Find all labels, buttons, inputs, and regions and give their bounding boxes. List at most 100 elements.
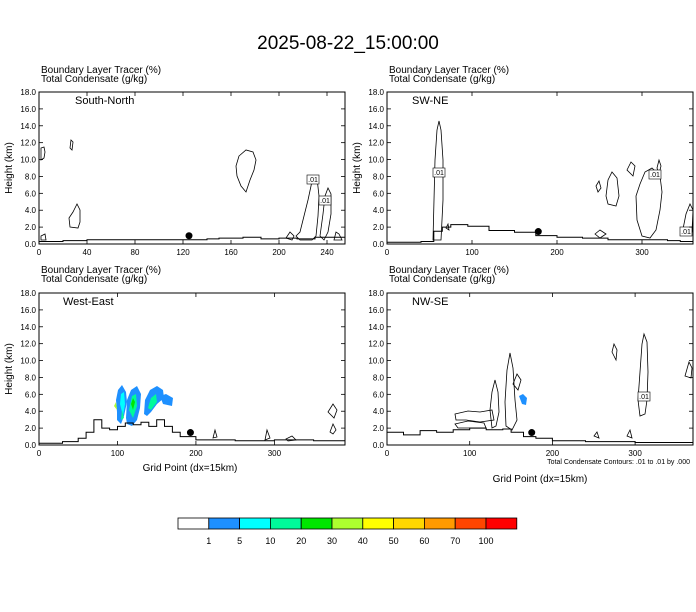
panel-west-east: Boundary Layer Tracer (%) Total Condensa…	[4, 265, 346, 474]
y-tick-label: 8.0	[25, 373, 37, 382]
y-tick-label: 4.0	[373, 407, 385, 416]
y-tick-label: 8.0	[25, 172, 37, 181]
panel-title-line2: Total Condensate (g/kg)	[389, 74, 495, 85]
y-tick-label: 0.0	[25, 441, 37, 450]
x-tick-label: 200	[550, 248, 564, 257]
tracer-blob	[160, 394, 173, 406]
y-tick-label: 12.0	[20, 340, 36, 349]
plot-frame	[38, 91, 346, 245]
y-tick-label: 18.0	[368, 88, 384, 97]
panel-nw-se: Boundary Layer Tracer (%) Total Condensa…	[368, 265, 694, 485]
colorbar-swatch	[393, 517, 425, 530]
x-tick-label: 240	[320, 248, 334, 257]
colorbar-swatch	[331, 517, 364, 530]
y-axis-label: Height (km)	[4, 142, 15, 194]
panel-label: South-North	[75, 95, 134, 107]
y-tick-label: 12.0	[20, 139, 36, 148]
y-tick-label: 14.0	[368, 122, 384, 131]
contour-label-box	[637, 391, 651, 402]
x-axis: 0 100 200 300	[385, 293, 642, 458]
terrain-line	[387, 427, 693, 443]
colorbar-swatch	[485, 517, 518, 530]
panel-label: SW-NE	[412, 95, 448, 107]
tracer-blob	[120, 392, 125, 416]
y-tick-label: 0.0	[373, 240, 385, 249]
colorbar-swatch	[177, 517, 210, 530]
y-tick-label: 4.0	[25, 407, 37, 416]
tracer-blob	[131, 398, 135, 410]
y-tick-label: 16.0	[368, 105, 384, 114]
contour-lines	[212, 403, 338, 442]
panel-title-line1: Boundary Layer Tracer (%)	[389, 265, 509, 276]
y-tick-label: 6.0	[373, 189, 385, 198]
y-tick-label: 2.0	[373, 223, 385, 232]
panel-sw-ne: Boundary Layer Tracer (%) Total Condensa…	[352, 65, 694, 257]
panel-label: NW-SE	[412, 296, 448, 308]
x-tick-label: 100	[463, 449, 477, 458]
plot-frame	[38, 292, 346, 446]
x-tick-label: 300	[268, 449, 282, 458]
y-tick-label: 6.0	[373, 390, 385, 399]
colorbar-label: 20	[296, 536, 306, 546]
x-tick-label: 200	[272, 248, 286, 257]
y-tick-label: 12.0	[368, 340, 384, 349]
x-axis-label: Grid Point (dx=15km)	[493, 474, 588, 485]
x-axis: 0 100 200 300	[385, 92, 649, 257]
plot-frame	[386, 292, 694, 446]
panel-title-line1: Boundary Layer Tracer (%)	[41, 265, 161, 276]
x-tick-label: 0	[37, 449, 42, 458]
x-tick-label: 80	[131, 248, 140, 257]
tracer-blob	[519, 394, 527, 405]
panel-title-line1: Boundary Layer Tracer (%)	[41, 65, 161, 76]
contour-label-box	[648, 169, 662, 180]
colorbar-swatch	[239, 517, 271, 530]
y-tick-label: 18.0	[20, 88, 36, 97]
contour-lines	[40, 139, 343, 241]
colorbar-swatch	[208, 517, 241, 530]
colorbar-label: 60	[419, 536, 429, 546]
y-tick-label: 0.0	[25, 240, 37, 249]
x-tick-label: 0	[37, 248, 42, 257]
contour-label-box	[318, 195, 332, 206]
panel-title-line2: Total Condensate (g/kg)	[41, 74, 147, 85]
location-marker	[186, 429, 194, 437]
x-tick-label: 100	[465, 248, 479, 257]
y-tick-label: 16.0	[368, 306, 384, 315]
contour-label: .01	[308, 177, 318, 184]
colorbar-label: 1	[206, 536, 211, 546]
y-tick-label: 2.0	[25, 223, 37, 232]
y-tick-label: 16.0	[20, 306, 36, 315]
y-tick-label: 6.0	[25, 390, 37, 399]
contour-label: .01	[639, 394, 649, 401]
y-tick-label: 2.0	[25, 424, 37, 433]
tracer-blob	[114, 402, 117, 410]
y-tick-label: 10.0	[20, 156, 36, 165]
y-tick-label: 12.0	[368, 139, 384, 148]
y-axis: 0.0 2.0 4.0 6.0 8.0 10.0 12.0 14.0 16.0 18.0	[368, 289, 693, 450]
x-tick-label: 0	[385, 248, 390, 257]
y-tick-label: 0.0	[373, 441, 385, 450]
contour-label: .01	[681, 229, 691, 236]
y-tick-label: 14.0	[368, 323, 384, 332]
plot-frame	[386, 91, 694, 245]
panel-south-north: Boundary Layer Tracer (%) Total Condensa…	[4, 65, 346, 257]
y-tick-label: 14.0	[20, 323, 36, 332]
contour-label-box	[432, 167, 446, 178]
tracer-fill	[519, 394, 527, 405]
y-tick-label: 4.0	[25, 206, 37, 215]
x-axis-label: Grid Point (dx=15km)	[143, 463, 238, 474]
y-tick-label: 14.0	[20, 122, 36, 131]
terrain-line	[387, 224, 693, 243]
contour-lines	[454, 332, 693, 439]
x-tick-label: 100	[111, 449, 125, 458]
tracer-blob	[121, 410, 124, 420]
y-tick-label: 10.0	[20, 357, 36, 366]
contour-label: .01	[650, 172, 660, 179]
panel-title-line1: Boundary Layer Tracer (%)	[389, 65, 509, 76]
x-tick-label: 300	[628, 449, 642, 458]
y-tick-label: 10.0	[368, 357, 384, 366]
contour-lines	[432, 120, 694, 241]
y-axis-label: Height (km)	[352, 142, 363, 194]
y-axis: 0.0 2.0 4.0 6.0 8.0 10.0 12.0 14.0 16.0 18.0	[368, 88, 693, 249]
x-tick-label: 0	[385, 449, 390, 458]
